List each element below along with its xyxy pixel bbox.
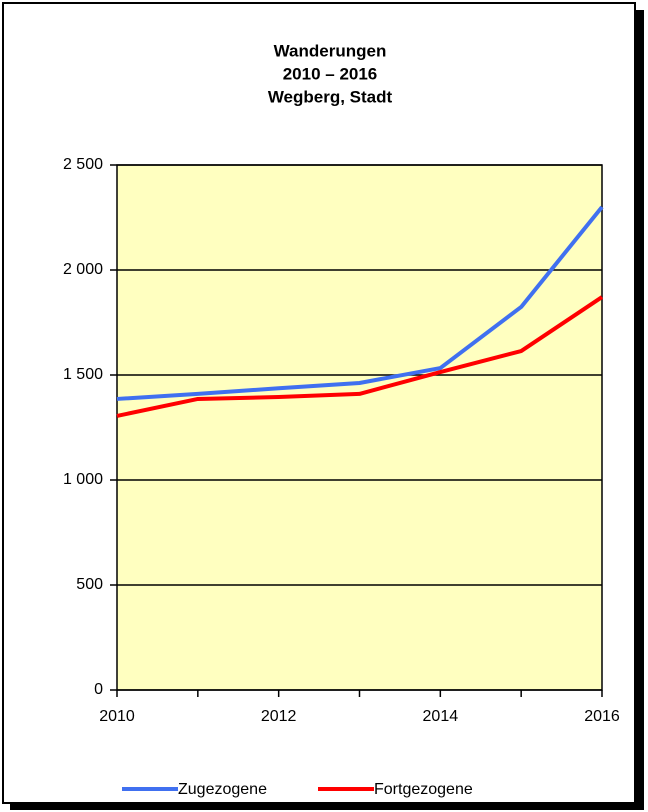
chart-title: Wanderungen — [274, 41, 387, 60]
y-tick-label: 0 — [94, 681, 103, 698]
legend-label: Fortgezogene — [374, 781, 473, 798]
x-tick-label: 2012 — [261, 708, 297, 725]
legend-label: Zugezogene — [178, 781, 267, 798]
x-tick-label: 2014 — [423, 708, 459, 725]
y-tick-label: 1 000 — [63, 471, 103, 488]
y-tick-label: 2 000 — [63, 261, 103, 278]
chart-title: 2010 – 2016 — [283, 64, 378, 83]
plot-area — [116, 164, 603, 691]
series-line — [116, 295, 604, 418]
y-tick-label: 2 500 — [63, 156, 103, 173]
y-tick-label: 1 500 — [63, 366, 103, 383]
chart-title: Wegberg, Stadt — [268, 87, 393, 106]
y-tick-label: 500 — [76, 576, 103, 593]
series-line — [116, 205, 604, 401]
x-tick-label: 2010 — [99, 708, 135, 725]
x-tick-label: 2016 — [584, 708, 620, 725]
